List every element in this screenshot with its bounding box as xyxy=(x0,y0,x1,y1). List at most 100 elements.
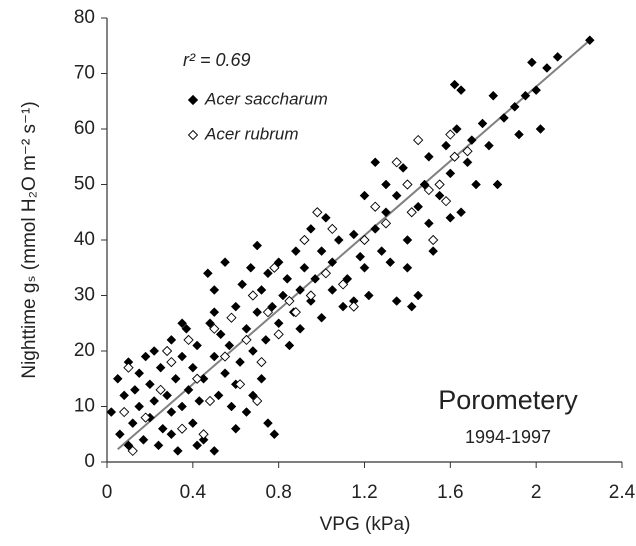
point xyxy=(187,362,198,373)
point xyxy=(424,151,434,162)
point xyxy=(342,273,353,284)
point xyxy=(149,346,160,356)
point xyxy=(381,179,391,190)
point xyxy=(134,368,145,379)
x-tick-label: 0.4 xyxy=(180,482,207,503)
point xyxy=(306,224,316,234)
point xyxy=(177,351,187,362)
legend-marker xyxy=(187,129,199,141)
point xyxy=(456,85,466,96)
point xyxy=(402,235,413,245)
point xyxy=(535,124,546,134)
point xyxy=(348,301,359,312)
point xyxy=(127,418,138,429)
x-tick-label: 0.8 xyxy=(265,482,291,503)
point xyxy=(177,318,187,329)
point xyxy=(215,329,226,340)
point xyxy=(327,223,338,235)
point xyxy=(220,368,230,379)
point xyxy=(462,146,473,157)
point xyxy=(462,157,473,168)
point xyxy=(170,373,181,384)
point xyxy=(445,212,456,223)
point xyxy=(380,218,392,229)
point xyxy=(260,335,271,345)
point xyxy=(183,334,194,346)
point xyxy=(140,351,151,362)
point xyxy=(423,184,435,196)
point xyxy=(172,446,183,456)
point xyxy=(241,334,252,346)
point xyxy=(177,401,187,412)
point xyxy=(348,229,359,240)
point xyxy=(267,301,278,312)
point xyxy=(428,246,439,256)
point xyxy=(385,257,396,268)
point xyxy=(237,279,248,290)
point xyxy=(449,151,460,162)
point xyxy=(166,429,177,440)
point xyxy=(509,101,520,112)
point xyxy=(584,35,595,46)
point xyxy=(209,323,220,334)
point xyxy=(514,129,524,140)
point xyxy=(381,207,391,218)
point xyxy=(488,90,499,101)
point xyxy=(166,335,177,345)
point xyxy=(269,262,280,273)
point xyxy=(153,440,164,451)
point xyxy=(391,296,402,306)
point xyxy=(130,384,140,395)
point xyxy=(445,129,456,140)
point xyxy=(552,51,563,62)
point xyxy=(338,301,348,312)
point xyxy=(466,135,477,145)
point xyxy=(198,434,209,445)
point xyxy=(194,396,205,406)
point xyxy=(327,285,338,295)
point xyxy=(191,373,203,384)
point xyxy=(520,90,531,101)
point xyxy=(527,57,537,68)
point xyxy=(445,168,456,179)
point xyxy=(440,196,452,207)
point xyxy=(299,234,310,246)
point xyxy=(282,273,293,284)
point xyxy=(252,240,263,251)
point xyxy=(166,356,177,368)
point xyxy=(359,190,370,201)
point xyxy=(192,340,202,351)
point xyxy=(127,445,138,457)
point xyxy=(531,85,542,96)
point xyxy=(209,351,220,362)
point xyxy=(256,285,267,295)
point xyxy=(391,157,402,168)
point xyxy=(471,179,481,190)
point xyxy=(256,356,267,368)
point xyxy=(187,418,198,429)
point xyxy=(370,224,381,234)
point xyxy=(370,157,381,168)
point xyxy=(333,235,344,245)
point xyxy=(290,307,301,318)
point xyxy=(391,190,402,201)
point xyxy=(176,423,188,434)
point xyxy=(263,418,273,429)
point xyxy=(306,296,316,306)
point xyxy=(359,234,370,246)
point xyxy=(234,379,246,390)
method-annotation: Porometery xyxy=(438,385,578,415)
point xyxy=(140,412,151,423)
point xyxy=(224,340,235,351)
point xyxy=(235,357,245,367)
point xyxy=(183,384,194,395)
point xyxy=(321,212,331,223)
point xyxy=(263,268,273,279)
point xyxy=(220,257,230,268)
point xyxy=(252,395,263,407)
point xyxy=(456,207,466,218)
point xyxy=(402,179,413,190)
y-tick-label: 20 xyxy=(74,340,95,361)
point xyxy=(299,262,310,273)
